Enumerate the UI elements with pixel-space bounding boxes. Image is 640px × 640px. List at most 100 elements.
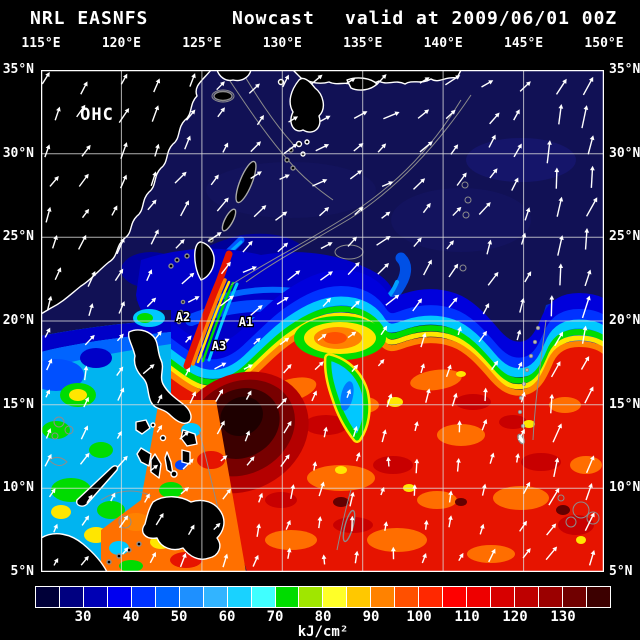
wind-vector	[390, 546, 396, 560]
wind-vector	[585, 197, 598, 217]
wind-vector	[580, 356, 590, 370]
wind-vector	[422, 202, 431, 214]
wind-vector	[589, 165, 595, 188]
colorbar-cell	[323, 587, 347, 607]
wind-vector	[552, 423, 562, 443]
wind-vector	[347, 261, 360, 276]
wind-vector	[412, 484, 418, 496]
wind-vector	[349, 491, 355, 507]
wind-vector	[243, 364, 254, 370]
wind-vector	[116, 237, 125, 255]
wind-vector	[517, 361, 523, 370]
wind-vector	[87, 270, 96, 287]
wind-vector	[377, 359, 385, 367]
wind-vector	[116, 430, 122, 439]
wind-vector	[147, 199, 157, 211]
wind-vector	[242, 266, 257, 273]
colorbar-cell	[203, 587, 227, 607]
wind-vector	[279, 174, 290, 181]
wind-vector	[423, 259, 432, 276]
lat-label: 25°N	[609, 229, 640, 245]
wind-vector	[347, 236, 357, 247]
wind-vector	[352, 425, 358, 437]
wind-vector	[317, 333, 327, 341]
wind-vector	[345, 77, 356, 85]
wind-vector	[557, 235, 564, 256]
wind-vector	[83, 365, 89, 381]
colorbar-cell	[347, 587, 371, 607]
wind-vector	[349, 170, 363, 180]
wind-vector	[450, 144, 459, 155]
wind-vector	[448, 263, 459, 278]
wind-vector	[253, 337, 261, 345]
wind-vector	[110, 492, 116, 502]
wind-vector	[545, 546, 558, 561]
wind-vector	[187, 296, 200, 303]
wind-vector	[111, 205, 118, 216]
wind-vector	[45, 206, 52, 223]
wind-vector	[513, 143, 522, 158]
colorbar-cell	[251, 587, 275, 607]
lat-label: 15°N	[609, 396, 640, 412]
wind-vector	[283, 420, 292, 434]
latitude-axis-right: 35°N 30°N 25°N 20°N 15°N 10°N 5°N	[608, 62, 640, 579]
wind-vector	[288, 116, 299, 123]
wind-vector	[581, 295, 591, 319]
wind-vector	[323, 426, 328, 438]
lon-label: 115°E	[21, 36, 61, 51]
wind-vector	[279, 337, 290, 346]
field-label: OHC	[80, 105, 114, 125]
wind-vector	[524, 207, 531, 221]
wind-vector	[146, 297, 157, 308]
wind-vector	[84, 334, 95, 346]
wind-vector	[119, 174, 127, 189]
wind-vector	[277, 242, 289, 253]
land-amami	[235, 160, 257, 204]
wind-vector	[189, 73, 196, 87]
wind-vector	[457, 326, 462, 336]
wind-vector	[282, 74, 289, 88]
wind-vector	[412, 298, 423, 312]
wind-vector	[54, 106, 61, 121]
wind-vector	[448, 297, 458, 309]
wind-vector	[581, 105, 589, 129]
wind-vector	[524, 271, 532, 283]
colorbar-cell	[419, 587, 443, 607]
wind-vector	[420, 363, 425, 374]
warm-eddy	[294, 316, 386, 360]
lat-label: 25°N	[2, 229, 34, 245]
wind-vector	[116, 333, 124, 342]
wind-vector	[353, 111, 368, 120]
wind-vector	[245, 390, 252, 400]
wind-vector	[584, 512, 595, 531]
wind-vector	[118, 515, 129, 529]
wind-vector	[320, 242, 333, 250]
wind-vector	[46, 295, 53, 311]
wind-vector	[381, 211, 391, 219]
wind-vector	[222, 488, 231, 500]
wind-vector	[513, 109, 520, 121]
wind-vector	[45, 389, 51, 398]
wind-vector	[44, 327, 51, 338]
land-okinawa	[221, 208, 237, 232]
wind-vector	[117, 455, 128, 468]
wind-vector	[117, 387, 125, 401]
wind-vector	[283, 143, 298, 155]
wind-vector	[242, 240, 253, 253]
wind-vector	[157, 394, 163, 404]
wind-vector	[244, 430, 251, 442]
wind-vector	[179, 431, 190, 440]
wind-vector	[185, 109, 196, 121]
wind-vector	[511, 177, 519, 191]
lat-label: 30°N	[2, 145, 34, 161]
wind-vector	[519, 297, 525, 313]
wind-vector	[421, 553, 427, 564]
wind-vector	[445, 109, 456, 120]
wind-vector	[116, 366, 124, 376]
wind-vector	[584, 269, 592, 287]
wind-vector	[385, 294, 400, 306]
wind-vector	[582, 76, 594, 96]
wind-vector	[375, 74, 387, 86]
lat-label: 35°N	[2, 62, 34, 77]
land-kyushu	[289, 77, 325, 133]
